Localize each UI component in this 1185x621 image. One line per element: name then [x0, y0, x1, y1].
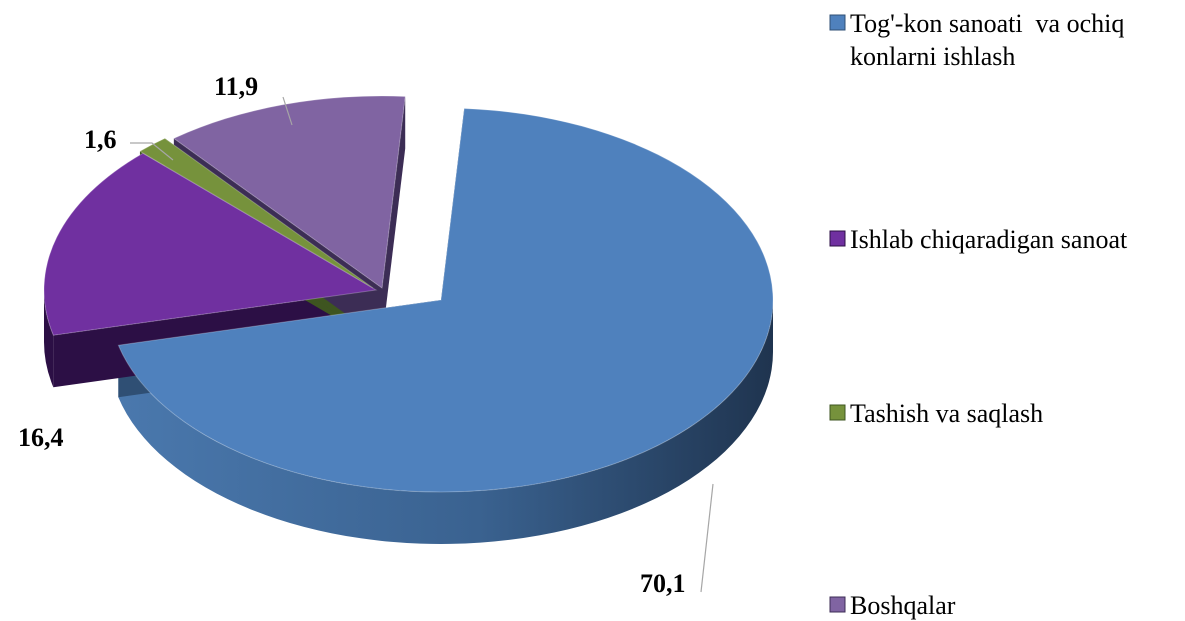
legend-entry-3: Boshqalar: [829, 591, 956, 620]
value-label-3: 11,9: [214, 72, 258, 101]
value-label-1: 16,4: [18, 423, 64, 452]
leader-line-2: [130, 142, 174, 161]
legend-label-0-0: Tog'-kon sanoati va ochiq: [850, 9, 1124, 38]
legend: Tog'-kon sanoati va ochiq konlarni ishlas…: [829, 9, 1128, 620]
pie-slice-cut-face-3-1: [382, 96, 406, 340]
value-labels: 70,1 16,4 1,6 11,9: [18, 72, 686, 598]
leader-lines: [130, 96, 714, 593]
pie-slice-side-0: [118, 300, 774, 544]
value-label-0: 70,1: [640, 569, 686, 598]
pie-slice-0: [117, 107, 774, 493]
legend-entry-0: Tog'-kon sanoati va ochiq konlarni ishlas…: [829, 9, 1124, 71]
pie-slice-tops: [43, 95, 774, 493]
legend-swatch-0: [829, 14, 846, 31]
legend-label-0-1: konlarni ishlash: [850, 42, 1015, 71]
pie-slice-1: [43, 152, 378, 336]
pie-slice-3: [172, 95, 406, 289]
legend-label-2-0: Tashish va saqlash: [850, 399, 1043, 428]
value-label-2: 1,6: [84, 125, 117, 154]
pie-slice-side-1: [44, 290, 54, 388]
pie-slice-2: [138, 137, 374, 289]
legend-label-3-0: Boshqalar: [850, 591, 956, 620]
legend-swatch-3: [829, 596, 846, 613]
legend-entry-2: Tashish va saqlash: [829, 399, 1043, 428]
leader-line-0: [700, 483, 714, 593]
leader-line-3: [282, 96, 293, 126]
legend-label-1-0: Ishlab chiqaradigan sanoat: [850, 225, 1128, 254]
legend-swatch-1: [829, 230, 846, 247]
legend-swatch-2: [829, 404, 846, 421]
legend-entry-1: Ishlab chiqaradigan sanoat: [829, 225, 1128, 254]
